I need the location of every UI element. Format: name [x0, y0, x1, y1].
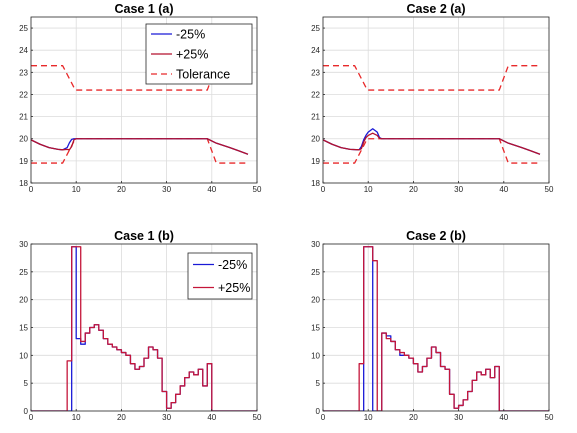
y-tick-label: 25 [19, 268, 28, 277]
chart-c2b: 0 10 20 30 40 50 0 5 10 15 20 25 30 Case 2 (b) [311, 229, 554, 422]
x-tick-label: 20 [409, 185, 418, 194]
y-tick-label: 23 [311, 68, 320, 77]
y-tick-label: 25 [311, 24, 320, 33]
x-tick-label: 30 [162, 413, 171, 422]
series-line-25 [323, 132, 541, 155]
series-line-25 [31, 138, 249, 155]
x-tick-label: 40 [499, 413, 508, 422]
legend-label: -25% [218, 258, 247, 272]
y-tick-label: 30 [311, 240, 320, 249]
y-tick-label: 25 [311, 268, 320, 277]
x-tick-label: 10 [72, 413, 81, 422]
x-tick-label: 40 [499, 185, 508, 194]
y-tick-label: 20 [19, 296, 28, 305]
y-tick-label: 10 [311, 351, 320, 360]
axes-frame [30, 16, 258, 184]
x-tick-label: 10 [364, 413, 373, 422]
x-tick-label: 50 [253, 413, 262, 422]
y-tick-label: 20 [311, 296, 320, 305]
y-tick-label: 30 [19, 240, 28, 249]
chart-c1b: 0 10 20 30 40 50 0 5 10 15 20 25 30 Case 1 (b) -25% +25… [19, 229, 262, 422]
legend: -25% +25% [187, 252, 253, 300]
legend-label: +25% [176, 48, 208, 62]
y-tick-label: 21 [311, 113, 320, 122]
y-tick-label: 22 [19, 90, 28, 99]
series-line-tolerance [323, 65, 540, 91]
series-line-25 [31, 138, 249, 155]
x-tick-label: 20 [409, 413, 418, 422]
y-tick-label: 15 [311, 324, 320, 333]
y-tick-label: 24 [311, 46, 320, 55]
series-group [323, 246, 549, 411]
x-tick-label: 30 [162, 185, 171, 194]
chart-title: Case 2 (b) [406, 229, 466, 243]
x-tick-label: 50 [253, 185, 262, 194]
y-tick-label: 0 [24, 407, 29, 416]
chart-title: Case 1 (a) [114, 2, 173, 16]
x-tick-label: 0 [29, 413, 34, 422]
y-tick-label: 21 [19, 113, 28, 122]
x-tick-label: 30 [454, 413, 463, 422]
y-tick-label: 23 [19, 68, 28, 77]
y-tick-label: 18 [311, 179, 320, 188]
y-tick-label: 20 [311, 135, 320, 144]
x-tick-label: 20 [117, 185, 126, 194]
x-tick-label: 0 [321, 185, 326, 194]
x-tick-label: 0 [321, 413, 326, 422]
y-tick-label: 10 [19, 351, 28, 360]
y-tick-label: 5 [316, 379, 321, 388]
y-tick-label: 22 [311, 90, 320, 99]
y-tick-label: 25 [19, 24, 28, 33]
legend: -25% +25% Tolerance [145, 23, 253, 85]
legend-label: -25% [176, 28, 205, 42]
y-tick-label: 0 [316, 407, 321, 416]
y-tick-label: 15 [19, 324, 28, 333]
x-tick-label: 50 [545, 185, 554, 194]
y-tick-label: 20 [19, 135, 28, 144]
chart-c2a: 0 10 20 30 40 50 18 19 20 21 22 23 24 25 Case 2 (a) [311, 2, 554, 194]
x-tick-label: 30 [454, 185, 463, 194]
chart-title: Case 2 (a) [406, 2, 465, 16]
series-group [31, 246, 257, 411]
y-tick-label: 19 [19, 157, 28, 166]
x-tick-label: 40 [207, 413, 216, 422]
y-tick-label: 19 [311, 157, 320, 166]
x-tick-label: 20 [117, 413, 126, 422]
x-tick-label: 10 [364, 185, 373, 194]
x-tick-label: 40 [207, 185, 216, 194]
y-tick-label: 5 [24, 379, 29, 388]
series-line-25 [323, 246, 549, 411]
series-line-25 [323, 128, 541, 155]
y-tick-label: 18 [19, 179, 28, 188]
legend-box [187, 252, 253, 300]
x-tick-label: 50 [545, 413, 554, 422]
x-tick-label: 10 [72, 185, 81, 194]
series-line-25 [323, 246, 549, 411]
y-tick-label: 24 [19, 46, 28, 55]
series-group [323, 65, 541, 164]
chart-title: Case 1 (b) [114, 229, 174, 243]
x-tick-label: 0 [29, 185, 34, 194]
series-line-25 [31, 246, 257, 411]
legend-label: Tolerance [176, 68, 230, 82]
axes-frame [322, 16, 550, 184]
legend-label: +25% [218, 281, 250, 295]
